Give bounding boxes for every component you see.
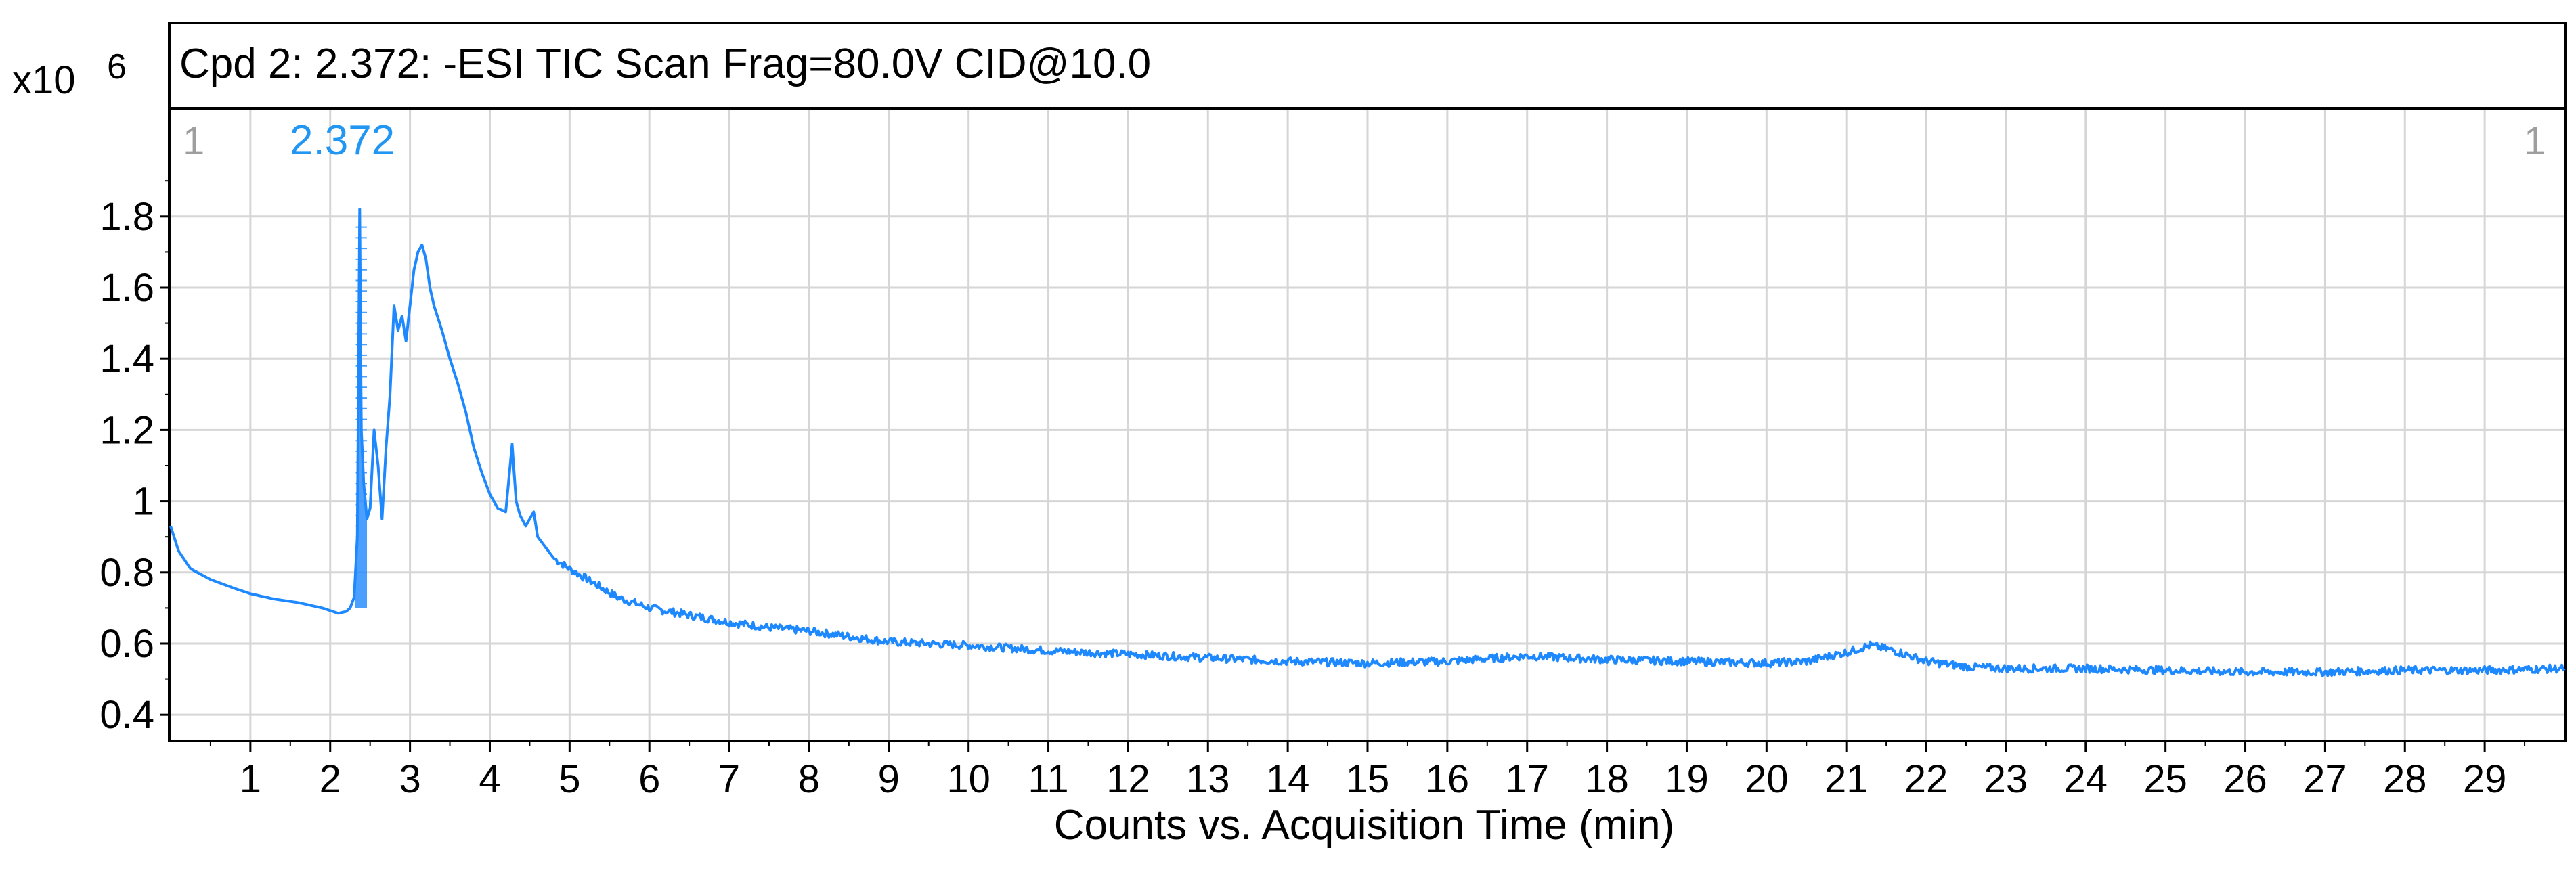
x-tick-label: 12 — [1106, 757, 1150, 801]
x-tick-label: 6 — [638, 757, 660, 801]
x-tick-label: 27 — [2303, 757, 2347, 801]
x-tick-label: 11 — [1028, 757, 1068, 801]
x-tick-label: 23 — [1984, 757, 2028, 801]
x-tick-label: 19 — [1665, 757, 1709, 801]
x-tick-label: 20 — [1745, 757, 1789, 801]
x-tick-label: 21 — [1825, 757, 1869, 801]
series-line — [169, 208, 2566, 677]
x-axis-label: Counts vs. Acquisition Time (min) — [1054, 802, 1675, 849]
x-tick-label: 13 — [1186, 757, 1230, 801]
corner-label-right: 1 — [2524, 119, 2546, 163]
chart-title: Cpd 2: 2.372: -ESI TIC Scan Frag=80.0V C… — [179, 41, 1151, 87]
y-tick-label: 1.4 — [100, 337, 154, 381]
x-tick-label: 17 — [1505, 757, 1549, 801]
peak-label: 2.372 — [290, 117, 395, 164]
x-tick-label: 14 — [1266, 757, 1310, 801]
x-tick-label: 18 — [1585, 757, 1629, 801]
y-tick-label: 0.6 — [100, 622, 154, 666]
x-tick-label: 10 — [946, 757, 990, 801]
y-tick-label: 1.2 — [100, 408, 154, 452]
x-axis: 1 2 3 4 5 6 7 8 9 10 11 12 13 14 15 16 17 18 19 20 21 22 23 24 2… — [209, 740, 2526, 801]
x-tick-label: 28 — [2383, 757, 2427, 801]
x-tick-label: 1 — [240, 757, 261, 801]
x-tick-label: 5 — [559, 757, 580, 801]
y-axis: 0.4 0.6 0.8 1 1.2 1.4 1.6 1.8 — [100, 180, 171, 737]
corner-label-left: 1 — [183, 119, 204, 163]
y-exponent: 6 — [107, 47, 127, 87]
x-tick-label: 22 — [1904, 757, 1948, 801]
x-tick-label: 15 — [1346, 757, 1390, 801]
x-tick-label: 16 — [1426, 757, 1470, 801]
x-tick-label: 3 — [399, 757, 420, 801]
x-tick-label: 24 — [2064, 757, 2108, 801]
x-tick-label: 26 — [2223, 757, 2267, 801]
y-tick-label: 0.8 — [100, 551, 154, 595]
x-tick-label: 8 — [798, 757, 820, 801]
peak-fill — [355, 226, 367, 608]
grid — [171, 110, 2564, 740]
y-multiplier: x10 — [12, 58, 76, 102]
x-tick-label: 25 — [2143, 757, 2187, 801]
x-tick-label: 29 — [2463, 757, 2507, 801]
y-tick-label: 1.6 — [100, 266, 154, 310]
x-tick-label: 2 — [320, 757, 341, 801]
x-tick-label: 4 — [479, 757, 500, 801]
x-tick-label: 9 — [878, 757, 900, 801]
y-tick-label: 1 — [133, 480, 154, 524]
y-tick-label: 1.8 — [100, 195, 154, 239]
y-tick-label: 0.4 — [100, 693, 154, 737]
x-tick-label: 7 — [718, 757, 740, 801]
